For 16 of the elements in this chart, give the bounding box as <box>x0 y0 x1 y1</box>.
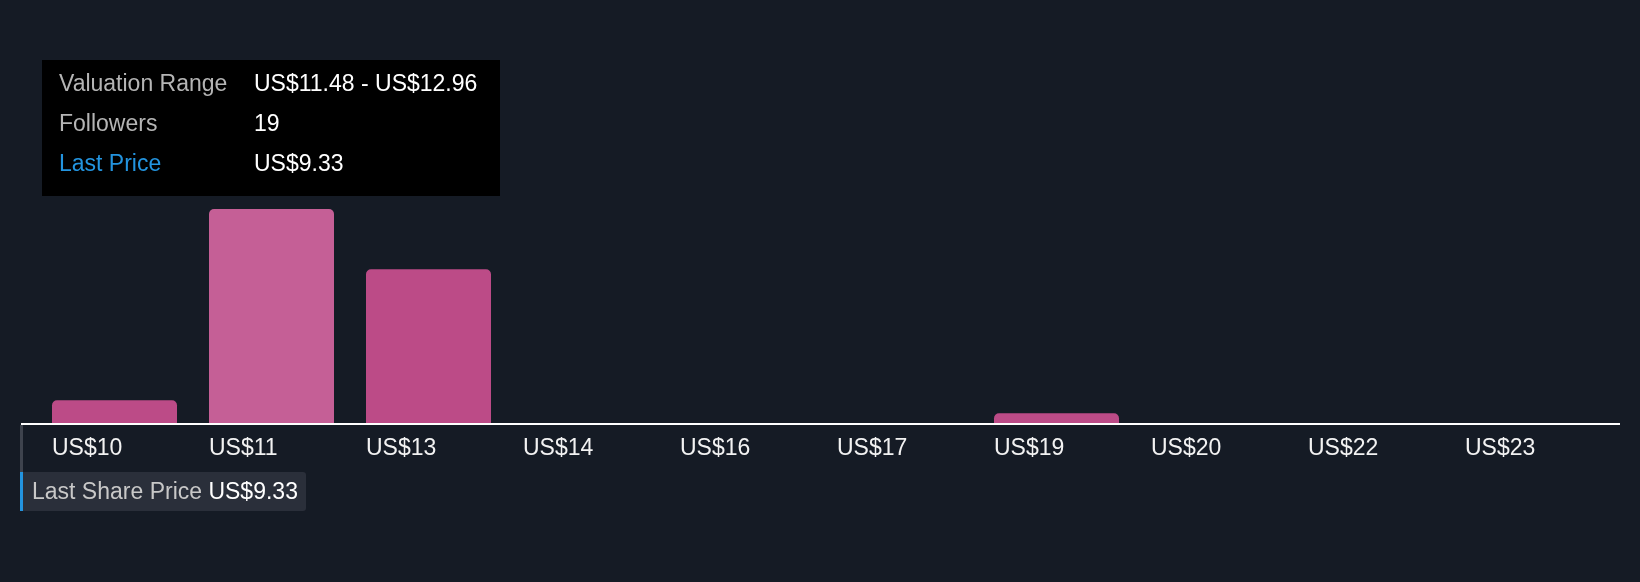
x-tick-label: US$16 <box>680 434 751 461</box>
bar <box>209 209 334 424</box>
x-tick-label: US$17 <box>837 434 908 461</box>
x-tick-label: US$10 <box>52 434 123 461</box>
bar <box>52 400 177 424</box>
x-tick-label: US$23 <box>1465 434 1536 461</box>
x-tick-label: US$11 <box>209 434 278 461</box>
bar <box>366 269 491 424</box>
x-tick-label: US$14 <box>523 434 594 461</box>
x-tick-label: US$22 <box>1308 434 1379 461</box>
x-tick-label: US$20 <box>1151 434 1222 461</box>
tooltip-box: Valuation Range US$11.48 - US$12.96 Followers 19 Last Price US$9.33 <box>42 60 500 196</box>
x-tick-label: US$19 <box>994 434 1065 461</box>
label-box: Last Share Price US$9.33 <box>20 472 306 511</box>
x-tick-label: US$13 <box>366 434 437 461</box>
bar <box>994 413 1119 424</box>
